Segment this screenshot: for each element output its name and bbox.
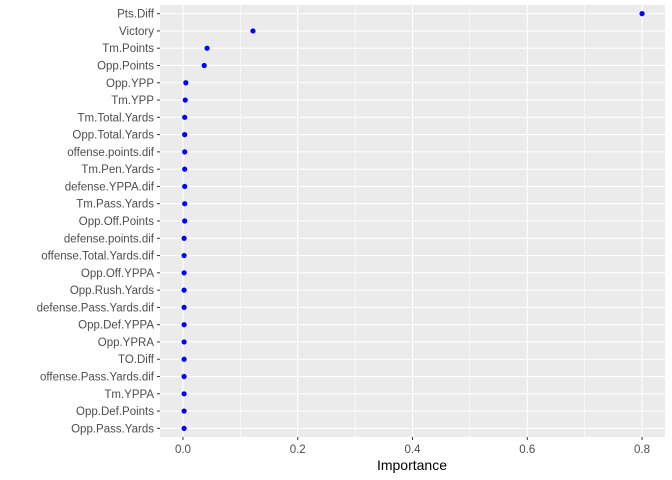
x-tick-label: 0.4 xyxy=(405,444,422,456)
data-point xyxy=(250,28,256,34)
data-point xyxy=(182,149,188,155)
data-point xyxy=(181,408,187,414)
y-tick-label: defense.points.dif xyxy=(64,233,155,245)
data-point xyxy=(181,322,187,328)
data-points xyxy=(181,11,645,431)
y-tick-label: TO.Diff xyxy=(118,354,155,366)
data-point xyxy=(181,304,187,310)
major-gridlines xyxy=(160,5,665,437)
y-tick-label: Opp.Def.Points xyxy=(76,406,154,418)
y-tick-label: Tm.Points xyxy=(102,43,154,55)
data-point xyxy=(181,356,187,362)
data-point xyxy=(182,132,188,138)
y-tick-label: Victory xyxy=(119,26,154,38)
y-tick-label: Opp.YPP xyxy=(106,78,154,90)
y-tick-label: Opp.Points xyxy=(97,60,154,72)
y-tick-label: defense.Pass.Yards.dif xyxy=(37,302,155,314)
y-tick-label: offense.Pass.Yards.dif xyxy=(40,372,155,384)
x-tick-label: 0.8 xyxy=(634,444,650,456)
y-tick-label: Opp.Off.Points xyxy=(79,216,154,228)
data-point xyxy=(201,62,207,69)
x-axis-title: Importance xyxy=(377,457,447,473)
x-tick-label: 0.0 xyxy=(175,444,191,456)
data-point xyxy=(181,339,187,345)
x-axis-labels: 0.0 0.2 0.4 0.6 0.8 xyxy=(175,437,650,456)
data-point xyxy=(182,166,188,172)
y-tick-label: offense.Total.Yards.dif xyxy=(41,251,155,263)
y-tick-label: Tm.YPPA xyxy=(104,389,154,401)
x-tick-label: 0.2 xyxy=(290,444,306,456)
data-point xyxy=(183,80,189,86)
data-point xyxy=(182,201,188,207)
data-point xyxy=(181,391,187,397)
y-tick-label: Opp.Pass.Yards xyxy=(71,423,154,435)
data-point xyxy=(182,183,188,190)
y-tick-label: Tm.Pen.Yards xyxy=(81,164,154,176)
data-point xyxy=(181,252,187,259)
y-tick-label: Opp.Rush.Yards xyxy=(70,285,154,297)
data-point xyxy=(182,218,188,224)
data-point xyxy=(181,235,187,241)
data-point xyxy=(181,425,187,431)
y-tick-label: defense.YPPA.dif xyxy=(65,181,155,193)
y-tick-label: Opp.YPRA xyxy=(98,337,155,349)
y-tick-label: Tm.YPP xyxy=(111,95,154,107)
y-tick-label: Tm.Pass.Yards xyxy=(76,199,154,211)
y-axis-labels: Pts.Diff Victory Tm.Points Opp.Points Opp.YP… xyxy=(37,9,160,435)
data-point xyxy=(182,97,188,103)
data-point xyxy=(181,373,187,380)
x-tick-label: 0.6 xyxy=(519,444,535,456)
y-tick-label: offense.points.dif xyxy=(67,147,155,159)
y-tick-label: Tm.Total.Yards xyxy=(78,112,155,124)
y-tick-label: Pts.Diff xyxy=(117,9,155,21)
data-point xyxy=(181,270,187,276)
y-tick-label: Opp.Total.Yards xyxy=(72,130,154,142)
data-point xyxy=(204,45,210,51)
y-tick-label: Opp.Off.YPPA xyxy=(81,268,154,280)
data-point xyxy=(182,114,188,120)
y-tick-label: Opp.Def.YPPA xyxy=(78,320,154,332)
data-point xyxy=(181,287,187,293)
data-point xyxy=(639,11,645,17)
